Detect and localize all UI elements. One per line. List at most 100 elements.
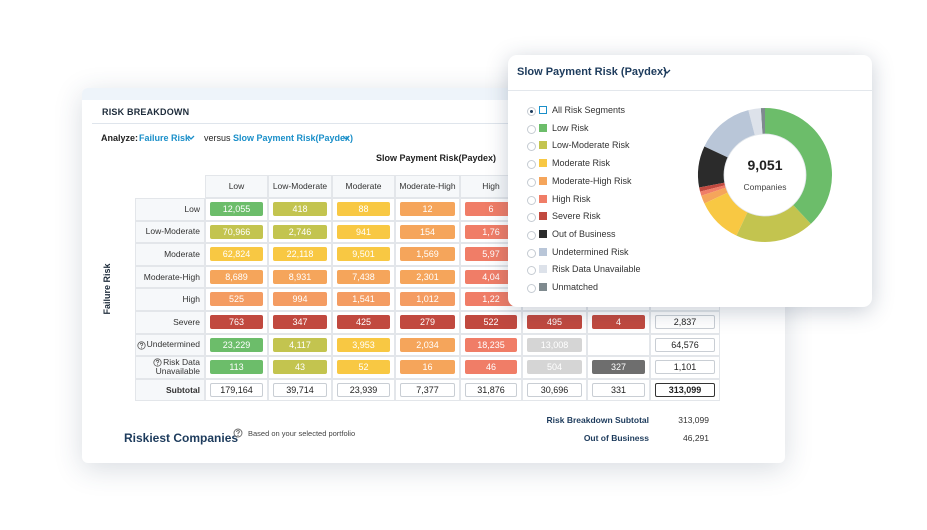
- legend-label: Low-Moderate Risk: [552, 140, 630, 151]
- subtotal-label: Subtotal: [166, 384, 200, 395]
- cell-value: 327: [592, 360, 645, 375]
- cell-value: 6: [465, 202, 517, 216]
- subtotal-value: 23,939: [337, 382, 390, 397]
- row-header: Moderate: [164, 248, 200, 259]
- legend-swatch: [539, 194, 547, 203]
- legend-swatch: [539, 247, 547, 256]
- primary-dropdown[interactable]: Failure Risk: [139, 133, 191, 143]
- table-cell: [332, 198, 395, 221]
- table-cell: [522, 378, 587, 402]
- cell-value: 4,04: [465, 269, 517, 284]
- table-cell: [205, 356, 268, 379]
- cell-value: 1,76: [465, 224, 517, 239]
- radio[interactable]: [527, 284, 536, 293]
- table-cell: [587, 333, 650, 357]
- table-cell: [205, 243, 268, 266]
- cell-value: 941: [337, 224, 390, 239]
- radio[interactable]: [527, 230, 536, 240]
- legend-swatch: [539, 176, 547, 185]
- table-cell: [395, 356, 460, 379]
- cell-value: 3,953: [337, 337, 390, 352]
- table-cell: [268, 333, 332, 357]
- row-header: Low-Moderate: [145, 226, 200, 237]
- radio[interactable]: [527, 177, 536, 187]
- donut-segment: [704, 110, 755, 158]
- column-header-cell: [395, 175, 460, 198]
- row-header-cell: [135, 198, 205, 221]
- table-cell: [522, 311, 587, 334]
- table-cell: [268, 311, 332, 334]
- chevron: [187, 135, 195, 140]
- donut-segment: [704, 192, 748, 236]
- table-cell: [587, 311, 650, 334]
- cell-value: 8,931: [273, 269, 327, 284]
- row-header-cell: [135, 311, 205, 334]
- table-cell: [205, 198, 268, 221]
- row-header-cell: [135, 378, 205, 402]
- legend-label: Risk Data Unavailable: [552, 264, 641, 275]
- cell-value: 22,118: [273, 247, 327, 262]
- radio[interactable]: [527, 195, 536, 205]
- row-header: Undetermined: [146, 339, 200, 350]
- cell-value: 70,966: [210, 224, 263, 239]
- chevron: [663, 69, 671, 74]
- cell-value: 18,235: [465, 337, 517, 352]
- cell-value: 43: [273, 360, 327, 375]
- cell-value: 4,117: [273, 337, 327, 352]
- row-header-cell: [135, 333, 205, 357]
- column-header: Low: [228, 181, 245, 191]
- radio[interactable]: [527, 266, 536, 276]
- row-header: Low: [184, 203, 200, 214]
- legend-label: Undetermined Risk: [552, 246, 629, 257]
- subtotal-value: 7,377: [400, 382, 455, 397]
- donut-segment: [736, 204, 811, 242]
- table-cell: [332, 288, 395, 311]
- legend-label: All Risk Segments: [552, 105, 626, 115]
- popup-title[interactable]: Slow Payment Risk (Paydex): [517, 66, 667, 78]
- table-cell: [332, 311, 395, 334]
- cell-value: 13,008: [527, 337, 582, 352]
- radio[interactable]: [527, 213, 536, 223]
- cell-value: 62,824: [210, 247, 263, 262]
- row-header-cell: [135, 220, 205, 244]
- column-header: Low-Moderate: [272, 181, 328, 191]
- cell-value: 64,576: [655, 337, 715, 352]
- table-cell: [395, 288, 460, 311]
- help-icon[interactable]: [153, 358, 162, 367]
- table-cell: [332, 356, 395, 379]
- cell-value: 418: [273, 202, 327, 216]
- donut-segment: [760, 108, 765, 135]
- row-header-cell: [135, 265, 205, 289]
- column-header: Moderate: [345, 181, 382, 191]
- analyze-label: Analyze:: [101, 133, 139, 143]
- table-cell: [395, 220, 460, 244]
- radio[interactable]: [527, 142, 536, 152]
- help-icon[interactable]: [137, 340, 146, 350]
- subtotal-value: 31,876: [465, 382, 517, 397]
- table-cell: [587, 356, 650, 379]
- cell-value: 2,746: [273, 224, 327, 239]
- row-group-label: Failure Risk: [102, 263, 112, 315]
- secondary-dropdown[interactable]: Slow Payment Risk(Paydex): [233, 133, 354, 143]
- radio[interactable]: [527, 124, 536, 134]
- cell-value: 23,229: [210, 337, 263, 352]
- table-cell: [205, 288, 268, 311]
- cell-value: 12,055: [210, 202, 263, 216]
- table-cell: [395, 243, 460, 266]
- legend-swatch: [539, 123, 547, 132]
- legend-label: Low Risk: [552, 122, 589, 133]
- table-cell: [268, 378, 332, 402]
- riskiest-title: Riskiest Companies: [124, 431, 239, 445]
- table-cell: [395, 378, 460, 402]
- radio[interactable]: [527, 160, 536, 170]
- table-cell: [522, 356, 587, 379]
- summary-label: Out of Business: [583, 433, 649, 443]
- help-icon[interactable]: [233, 428, 243, 438]
- row-header: Moderate-High: [143, 271, 200, 282]
- radio[interactable]: [527, 248, 536, 258]
- donut-segment: [765, 108, 832, 224]
- cell-value: 1,012: [400, 292, 455, 307]
- legend-label: Moderate Risk: [552, 158, 611, 169]
- cell-value: 2,034: [400, 337, 455, 352]
